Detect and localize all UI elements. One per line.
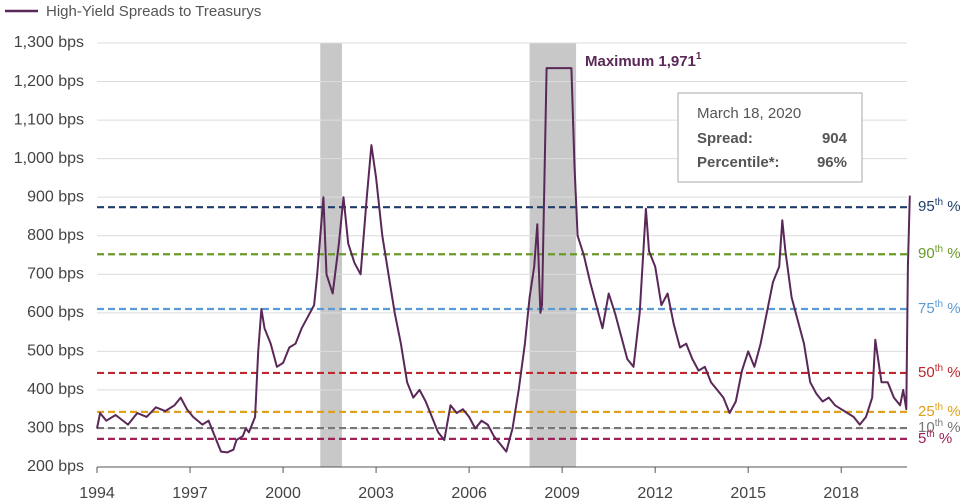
percentile-number: 95 bbox=[918, 198, 935, 215]
percentile-sup: th bbox=[935, 197, 943, 208]
percentile-sup: th bbox=[935, 402, 943, 413]
percentile-sup: th bbox=[935, 299, 943, 310]
y-tick-label: 900 bps bbox=[27, 188, 84, 205]
percentile-label: 90th % bbox=[918, 244, 961, 262]
info-key: Percentile*: bbox=[697, 154, 780, 171]
percentile-suffix: % bbox=[943, 245, 961, 262]
percentile-number: 50 bbox=[918, 364, 935, 381]
y-tick-label: 400 bps bbox=[27, 381, 84, 398]
percentile-suffix: % bbox=[943, 198, 961, 215]
percentile-suffix: % bbox=[943, 364, 961, 381]
percentile-label: 75th % bbox=[918, 299, 961, 317]
percentile-suffix: % bbox=[935, 430, 953, 447]
annotation-sup: 1 bbox=[696, 51, 702, 62]
y-tick-label: 800 bps bbox=[27, 227, 84, 244]
percentile-label: 50th % bbox=[918, 363, 961, 381]
legend-label: High-Yield Spreads to Treasurys bbox=[46, 3, 261, 20]
percentile-sup: th bbox=[926, 429, 934, 440]
y-tick-label: 1,100 bps bbox=[14, 111, 84, 128]
percentile-label: 10th % bbox=[918, 418, 961, 436]
y-tick-label: 1,000 bps bbox=[14, 150, 84, 167]
x-tick-label: 2012 bbox=[637, 485, 673, 502]
y-tick-label: 1,300 bps bbox=[14, 34, 84, 51]
y-tick-label: 700 bps bbox=[27, 265, 84, 282]
x-tick-label: 2015 bbox=[730, 485, 766, 502]
annotation-text: Maximum 1,971 bbox=[585, 53, 696, 70]
x-tick-label: 2003 bbox=[358, 485, 394, 502]
max-annotation: Maximum 1,9711 bbox=[585, 51, 702, 70]
percentile-number: 25 bbox=[918, 403, 935, 420]
percentile-label: 25th % bbox=[918, 402, 961, 420]
x-tick-label: 2006 bbox=[451, 485, 487, 502]
y-tick-label: 300 bps bbox=[27, 420, 84, 437]
percentile-suffix: % bbox=[943, 300, 961, 317]
series-line bbox=[96, 67, 911, 454]
percentile-sup: th bbox=[935, 363, 943, 374]
x-tick-label: 2018 bbox=[823, 485, 859, 502]
percentile-number: 90 bbox=[918, 245, 935, 262]
percentile-number: 75 bbox=[918, 300, 935, 317]
y-tick-label: 1,200 bps bbox=[14, 73, 84, 90]
percentile-sup: th bbox=[935, 244, 943, 255]
percentile-number: 5 bbox=[918, 430, 926, 447]
y-tick-label: 200 bps bbox=[27, 458, 84, 475]
percentile-suffix: % bbox=[943, 419, 961, 436]
y-tick-label: 600 bps bbox=[27, 304, 84, 321]
x-tick-label: 1997 bbox=[172, 485, 208, 502]
percentile-label: 5th % bbox=[918, 429, 952, 447]
percentile-number: 10 bbox=[918, 419, 935, 436]
info-key: Spread: bbox=[697, 130, 753, 147]
percentile-sup: th bbox=[935, 418, 943, 429]
y-tick-label: 500 bps bbox=[27, 343, 84, 360]
percentile-suffix: % bbox=[943, 403, 961, 420]
percentile-label: 95th % bbox=[918, 197, 961, 215]
x-tick-label: 1994 bbox=[79, 485, 115, 502]
info-value: 904 bbox=[822, 130, 848, 147]
info-box bbox=[677, 92, 863, 183]
info-value: 96% bbox=[817, 154, 847, 171]
x-tick-label: 2000 bbox=[265, 485, 301, 502]
info-date: March 18, 2020 bbox=[697, 105, 801, 122]
x-tick-label: 2009 bbox=[544, 485, 580, 502]
